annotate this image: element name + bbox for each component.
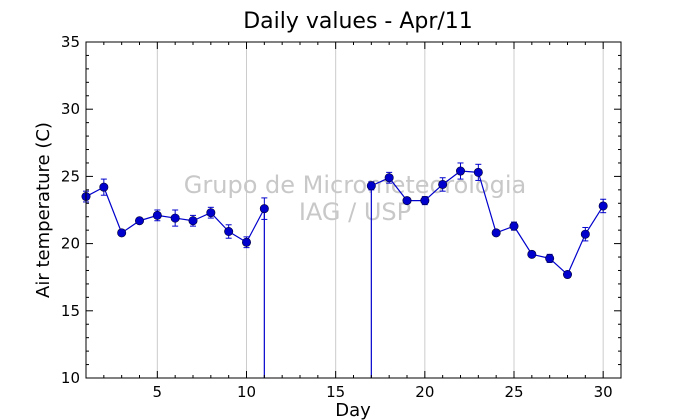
data-point — [473, 167, 483, 177]
y-tick-label: 15 — [61, 302, 80, 320]
data-point — [224, 227, 234, 237]
data-point — [99, 182, 109, 192]
data-point — [366, 181, 376, 191]
series-line-segment — [513, 225, 533, 255]
data-point — [242, 237, 252, 247]
data-point — [527, 249, 537, 259]
chart-title: Daily values - Apr/11 — [243, 9, 473, 34]
series-line-segment — [103, 186, 123, 234]
data-point — [259, 204, 269, 214]
x-tick-label: 30 — [594, 383, 613, 401]
x-tick-label: 10 — [237, 383, 256, 401]
data-point — [562, 270, 572, 280]
watermark-line-2: IAG / USP — [299, 198, 411, 226]
series-line-segment — [388, 177, 408, 201]
watermark: Grupo de Micrometeorologia IAG / USP — [184, 171, 526, 226]
data-point — [420, 196, 430, 206]
x-tick-label: 25 — [504, 383, 523, 401]
data-point — [152, 210, 162, 220]
watermark-line-1: Grupo de Micrometeorologia — [184, 171, 526, 199]
data-point — [117, 228, 127, 238]
data-point — [384, 173, 394, 183]
data-point — [188, 216, 198, 226]
x-tick-label: 20 — [415, 383, 434, 401]
data-point — [509, 221, 519, 231]
data-point — [135, 216, 145, 226]
y-tick-label: 30 — [61, 100, 80, 118]
series-line-segment — [566, 233, 586, 275]
data-point — [580, 229, 590, 239]
series-line-segment — [477, 172, 497, 234]
data-point — [206, 208, 216, 218]
x-tick-label: 5 — [153, 383, 163, 401]
y-tick-label: 10 — [61, 369, 80, 387]
data-point — [402, 196, 412, 206]
data-point — [170, 213, 180, 223]
ticks-layer: 5 10 15 20 25 30 10 15 20 25 30 35 — [61, 33, 622, 401]
series-line-segment — [584, 205, 604, 235]
data-point — [438, 179, 448, 189]
y-axis-label: Air temperature (C) — [33, 122, 54, 298]
x-tick-label: 15 — [326, 383, 345, 401]
data-point — [491, 228, 501, 238]
data-point — [455, 166, 465, 176]
series-layer — [81, 162, 608, 378]
y-tick-label: 20 — [61, 235, 80, 253]
y-tick-label: 35 — [61, 33, 80, 51]
data-point — [598, 201, 608, 211]
x-axis-label: Day — [335, 400, 371, 420]
y-tick-label: 25 — [61, 167, 80, 185]
data-point — [545, 253, 555, 263]
